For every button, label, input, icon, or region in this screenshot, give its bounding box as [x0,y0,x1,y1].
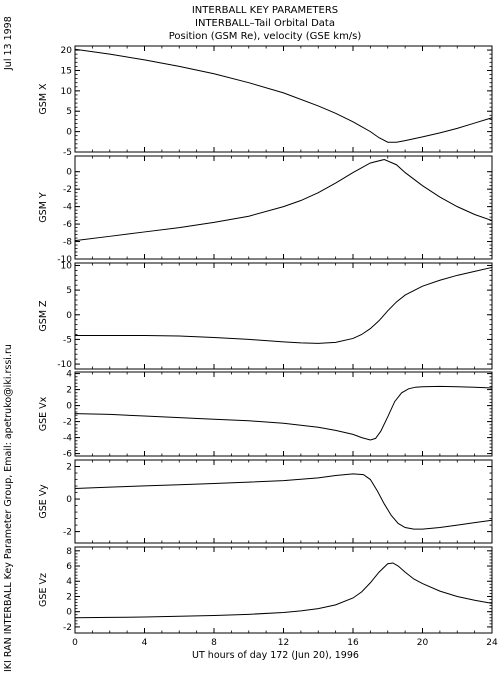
y-tick-label: 8 [66,547,72,557]
y-tick-label: 0 [66,608,72,618]
y-tick-label: 0 [66,128,72,138]
y-tick-label: 20 [61,46,73,56]
header-line-2: INTERBALL–Tail Orbital Data [195,18,335,29]
chart-panel-4: 4 2 0 -2 -4 -6 GSE Vx [38,370,493,460]
y-tick-label: 5 [66,286,72,296]
y-tick-label: 6 [66,562,72,572]
y-tick-label: -5 [63,148,72,158]
y-tick-label: -2 [63,623,72,633]
y-axis-label: GSM Y [38,192,49,223]
side-date-label: Jul 13 1998 [3,16,14,71]
y-tick-label: -8 [63,238,72,248]
x-tick-label: 20 [417,638,429,648]
y-axis-label: GSE Vx [38,396,49,431]
y-tick-label: -2 [63,185,72,195]
y-tick-label: 10 [61,261,73,271]
x-tick-label: 16 [347,638,359,648]
y-tick-label: -6 [63,450,72,460]
y-tick-label: -10 [57,360,72,370]
y-axis-label: GSM Z [38,300,49,332]
y-tick-label: -6 [63,220,72,230]
plot-frame [74,371,493,457]
plot-frame [74,262,493,370]
header-line-1: INTERBALL KEY PARAMETERS [192,5,338,16]
x-tick-label: 12 [278,638,289,648]
y-tick-label: 4 [66,577,72,587]
x-tick-label: 0 [72,638,78,648]
y-tick-label: -10 [57,255,72,265]
y-tick-label: 0 [66,402,72,412]
y-tick-label: 0 [66,311,72,321]
y-tick-label: 2 [66,463,72,473]
series-line [74,48,493,143]
y-tick-label: 15 [61,66,72,76]
x-tick-label: 8 [211,638,217,648]
plot-frame [74,459,493,544]
y-axis-label: GSM X [38,83,49,115]
series-line [74,158,493,242]
series-line [74,562,493,619]
plot-frame [74,45,493,153]
y-tick-label: 0 [66,168,72,178]
y-tick-label: -4 [63,434,72,444]
plot-frame [74,155,493,260]
x-tick-label: 4 [142,638,148,648]
y-tick-label: 10 [61,87,73,97]
y-tick-label: 0 [66,495,72,505]
y-axis-label: GSE Vy [38,484,49,519]
y-tick-label: 5 [66,107,72,117]
y-tick-label: 2 [66,592,72,602]
y-tick-label: -2 [63,528,72,538]
y-tick-label: 2 [66,386,72,396]
side-credit-label: IKI RAN INTERBALL Key Parameter Group, E… [3,344,14,672]
y-tick-label: -2 [63,418,72,428]
series-line [74,473,493,530]
chart-panel-1: 20 15 10 5 0 -5 GSM X [38,45,493,158]
chart-panel-3: 10 5 0 -5 -10 GSM Z [38,261,493,370]
series-line [74,385,493,441]
y-tick-label: 4 [66,370,72,380]
y-tick-label: -5 [63,335,72,345]
x-tick-label: 24 [486,638,498,648]
series-line [75,266,493,344]
chart-panel-2: 0 -2 -4 -6 -8 -10 GSM Y [38,155,493,265]
chart-panel-5: 2 0 -2 GSE Vy [38,459,493,544]
y-axis-label: GSE Vz [38,573,49,607]
plot-frame [74,546,493,634]
header-line-3: Position (GSM Re), velocity (GSE km/s) [169,31,362,42]
x-axis-label: UT hours of day 172 (Jun 20), 1996 [192,650,359,661]
y-tick-label: -4 [63,203,72,213]
